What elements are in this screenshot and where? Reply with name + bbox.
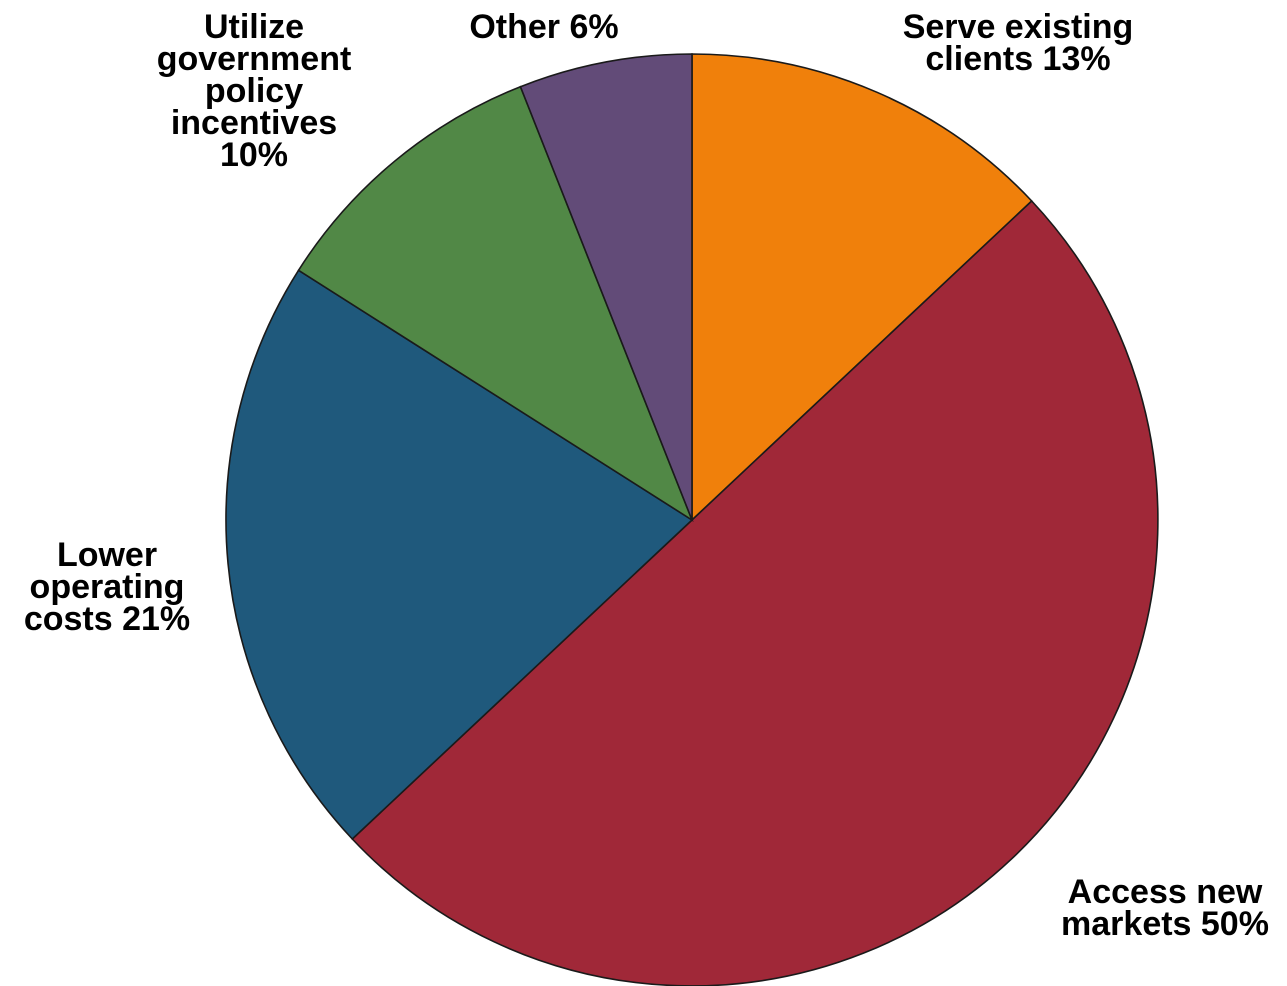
- pie-slice-serve-existing-clients: [691, 53, 1033, 522]
- slice-label-line: 10%: [220, 136, 288, 174]
- slice-label-line: markets 50%: [1061, 905, 1269, 943]
- slice-label-line: Other 6%: [469, 8, 618, 46]
- slice-label-line: policy: [205, 72, 303, 110]
- slice-labels: Serve existing clients 13% Access new marke…: [24, 8, 1269, 943]
- slice-label-serve-existing-clients: Serve existing clients 13%: [903, 8, 1134, 78]
- slice-label-lower-operating-costs: Lower operating costs 21%: [24, 536, 190, 638]
- slice-label-line: incentives: [171, 104, 337, 142]
- slice-label-line: operating: [30, 568, 185, 606]
- pie-slice-utilize-government-policy-incentives: [297, 85, 694, 522]
- slice-label-line: Lower: [57, 536, 157, 574]
- pie-slice-other: [519, 53, 693, 521]
- slice-label-line: Serve existing: [903, 8, 1134, 46]
- slice-label-access-new-markets: Access new markets 50%: [1061, 873, 1269, 943]
- pie-slice-access-new-markets: [351, 199, 1159, 986]
- slice-label-utilize-government-policy-incentives: Utilize government policy incentives 10%: [157, 8, 352, 174]
- slice-label-other: Other 6%: [469, 8, 618, 46]
- pie-slice-lower-operating-costs: [225, 269, 694, 841]
- pie-slices: [225, 53, 1159, 986]
- slice-label-line: government: [157, 40, 352, 78]
- slice-label-line: costs 21%: [24, 600, 190, 638]
- slice-label-line: clients 13%: [925, 40, 1110, 78]
- slice-label-line: Access new: [1068, 873, 1263, 911]
- slice-label-line: Utilize: [204, 8, 304, 46]
